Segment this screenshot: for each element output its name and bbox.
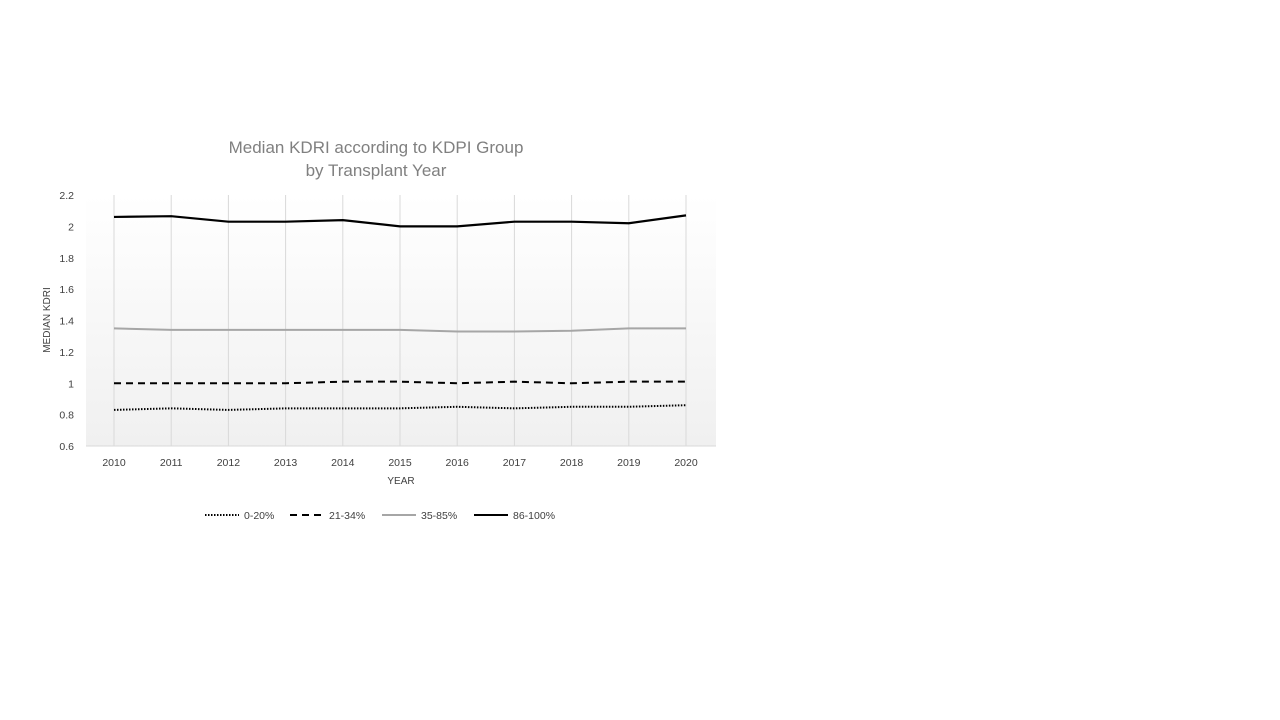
legend-label: 86-100% — [513, 510, 555, 522]
legend-label: 21-34% — [329, 510, 365, 522]
x-tick-label: 2010 — [102, 457, 126, 469]
plot-area — [86, 195, 716, 446]
x-tick-label: 2012 — [217, 457, 241, 469]
x-tick-label: 2019 — [617, 457, 641, 469]
chart-title-line1: Median KDRI according to KDPI Group — [229, 138, 524, 157]
y-axis-label: MEDIAN KDRI — [42, 287, 53, 353]
x-tick-label: 2017 — [503, 457, 527, 469]
y-tick-label: 1.2 — [59, 347, 74, 359]
legend-label: 35-85% — [421, 510, 457, 522]
x-tick-label: 2016 — [446, 457, 470, 469]
legend-label: 0-20% — [244, 510, 274, 522]
y-tick-label: 2.2 — [59, 190, 74, 202]
y-tick-label: 2 — [68, 221, 74, 233]
x-tick-label: 2020 — [674, 457, 698, 469]
y-tick-label: 0.6 — [59, 441, 74, 453]
y-tick-label: 1.4 — [59, 316, 74, 328]
x-axis-label: YEAR — [387, 476, 414, 487]
y-tick-label: 1.8 — [59, 253, 74, 265]
x-tick-label: 2011 — [160, 457, 183, 469]
y-tick-label: 1.6 — [59, 284, 74, 296]
x-tick-label: 2015 — [388, 457, 412, 469]
x-tick-label: 2014 — [331, 457, 355, 469]
x-tick-label: 2018 — [560, 457, 584, 469]
y-tick-label: 1 — [68, 378, 74, 390]
x-tick-label: 2013 — [274, 457, 298, 469]
y-tick-label: 0.8 — [59, 410, 74, 422]
chart-title-line2: by Transplant Year — [306, 161, 447, 180]
